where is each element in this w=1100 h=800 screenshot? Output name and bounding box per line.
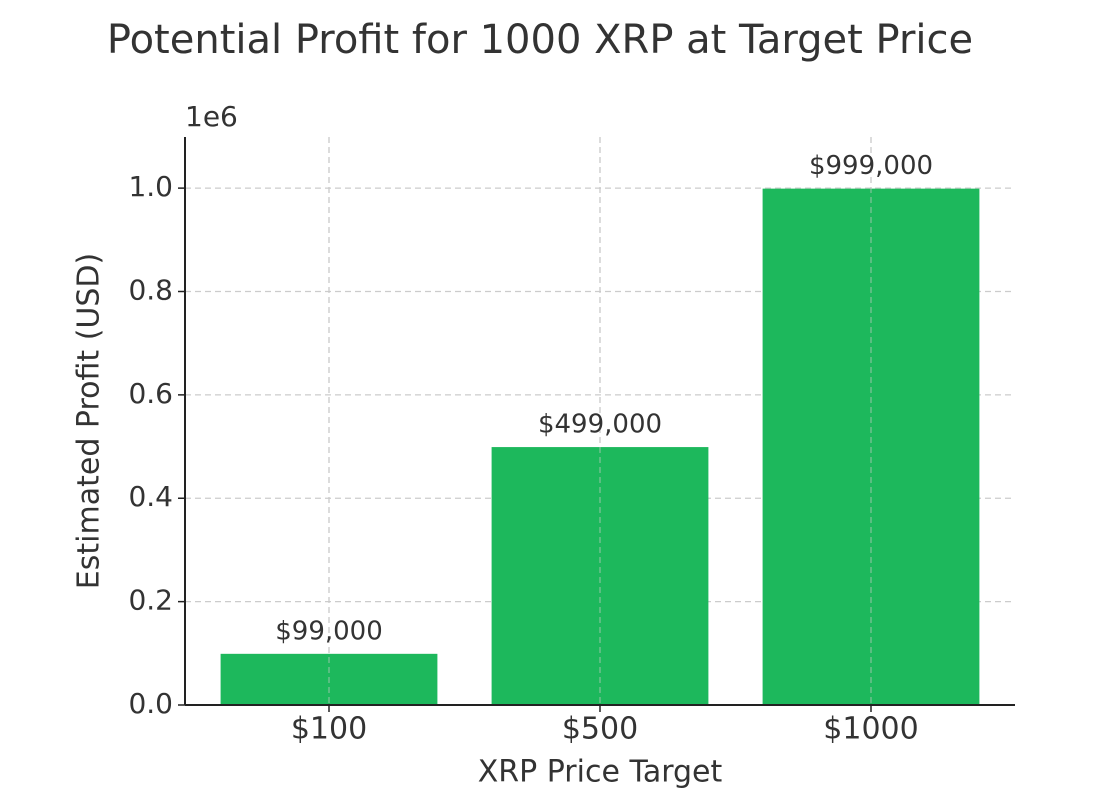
value-label: $999,000 xyxy=(809,151,933,181)
value-label: $499,000 xyxy=(538,410,662,440)
y-tick-label: 0.0 xyxy=(128,687,173,720)
chart-title: Potential Profit for 1000 XRP at Target … xyxy=(107,17,973,63)
y-tick-label: 0.2 xyxy=(128,584,173,617)
bar xyxy=(491,447,709,705)
x-axis-label: XRP Price Target xyxy=(478,755,723,790)
x-tick-label: $100 xyxy=(291,712,367,747)
y-tick-label: 0.6 xyxy=(128,377,173,410)
value-label: $99,000 xyxy=(275,616,383,646)
y-tick-label: 0.4 xyxy=(128,480,173,513)
y-axis-label: Estimated Profit (USD) xyxy=(72,253,107,589)
x-tick-label: $500 xyxy=(562,712,638,747)
x-tick-label: $1000 xyxy=(823,712,918,747)
y-tick-label: 0.8 xyxy=(128,273,173,306)
y-tick-label: 1.0 xyxy=(128,170,173,203)
y-offset-label: 1e6 xyxy=(185,100,238,133)
